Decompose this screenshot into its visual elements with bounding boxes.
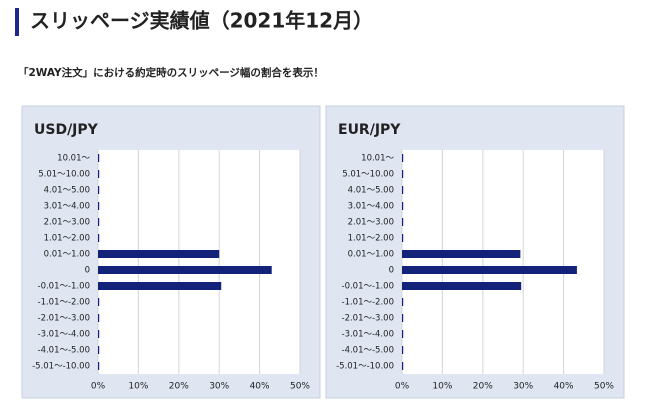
y-tick-label: 4.01～5.00 [44,186,90,196]
x-tick-label: 0% [91,382,106,392]
y-tick-label: -4.01～-5.00 [38,346,91,356]
x-tick-label: 50% [594,382,614,392]
bar [402,218,404,226]
y-tick-label: 3.01～4.00 [348,202,394,212]
bar [98,330,100,338]
y-tick-label: 5.01～10.00 [342,170,394,180]
x-tick-label: 30% [513,382,533,392]
x-tick-label: 20% [473,382,493,392]
y-tick-label: 2.01～3.00 [348,218,394,228]
y-tick-label: 0.01～1.00 [44,250,90,260]
bar [402,314,404,322]
y-tick-label: -1.01～-2.00 [38,298,91,308]
bar [98,362,100,370]
y-tick-label: 2.01～3.00 [44,218,90,228]
bar [402,170,404,178]
x-tick-label: 20% [169,382,189,392]
x-tick-label: 50% [290,382,310,392]
bar [98,170,100,178]
y-tick-label: 4.01～5.00 [348,186,394,196]
x-tick-label: 40% [554,382,574,392]
plot-area [402,150,604,374]
plot-area [98,150,300,374]
y-tick-label: 3.01～4.00 [44,202,90,212]
bar [402,202,404,210]
y-tick-label: 10.01～ [361,154,394,164]
y-tick-label: -0.01～-1.00 [38,282,91,292]
page-subtitle: 「2WAY注文」における約定時のスリッページ幅の割合を表示！ [18,66,324,79]
bar [98,154,100,162]
y-tick-label: -3.01～-4.00 [342,330,395,340]
y-tick-label: 1.01～2.00 [44,234,90,244]
bar [98,346,100,354]
bar [402,154,404,162]
y-tick-label: -1.01～-2.00 [342,298,395,308]
y-tick-label: -2.01～-3.00 [38,314,91,324]
bar [402,186,404,194]
y-tick-label: 5.01～10.00 [38,170,90,180]
bar [402,346,404,354]
bar [402,234,404,242]
y-tick-label: -3.01～-4.00 [38,330,91,340]
x-tick-label: 0% [395,382,410,392]
bar [98,314,100,322]
bar [402,330,404,338]
bar [402,266,577,274]
chart-title: EUR/JPY [338,122,401,138]
bar [402,282,522,290]
bar [98,218,100,226]
y-tick-label: -4.01～-5.00 [342,346,395,356]
title-accent [15,8,19,36]
x-tick-label: 10% [432,382,452,392]
y-tick-label: -0.01～-1.00 [342,282,395,292]
bar [98,266,272,274]
bar [402,250,521,258]
bar [98,186,100,194]
bar [98,234,100,242]
x-tick-label: 30% [209,382,229,392]
chart-title: USD/JPY [34,122,99,138]
y-tick-label: 0 [85,266,90,276]
y-tick-label: 0 [389,266,394,276]
bar [402,298,404,306]
x-tick-label: 40% [250,382,270,392]
y-tick-label: -5.01～-10.00 [336,362,394,372]
y-tick-label: -2.01～-3.00 [342,314,395,324]
bar [98,282,222,290]
y-tick-label: -5.01～-10.00 [32,362,90,372]
bar [98,202,100,210]
y-tick-label: 0.01～1.00 [348,250,394,260]
bar [98,250,220,258]
x-tick-label: 10% [128,382,148,392]
bar [98,298,100,306]
bar [402,362,404,370]
y-tick-label: 1.01～2.00 [348,234,394,244]
page-title: スリッページ実績値（2021年12月） [30,9,373,33]
y-tick-label: 10.01～ [57,154,90,164]
